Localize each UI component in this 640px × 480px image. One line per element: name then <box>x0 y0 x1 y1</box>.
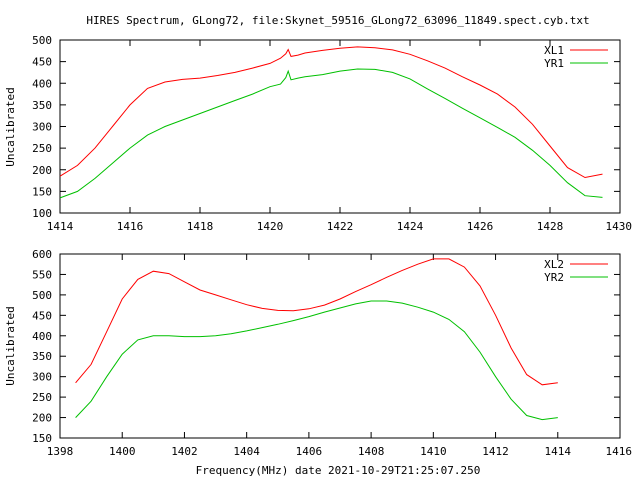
top-legend-label-xl1: XL1 <box>544 44 564 57</box>
top-x-tick-label: 1420 <box>257 220 284 233</box>
bottom-x-tick-label: 1404 <box>233 445 260 458</box>
bottom-y-tick-label: 250 <box>32 391 52 404</box>
top-y-tick-label: 150 <box>32 185 52 198</box>
bottom-x-tick-label: 1406 <box>296 445 323 458</box>
top-series-lines <box>59 46 603 199</box>
bottom-x-tick-label: 1400 <box>109 445 136 458</box>
top-x-tick-label: 1430 <box>606 220 633 233</box>
top-x-tick-label: 1418 <box>187 220 214 233</box>
bottom-y-tick-label: 600 <box>32 248 52 261</box>
x-axis-label: Frequency(MHz) date 2021-10-29T21:25:07.… <box>196 464 481 477</box>
bottom-x-ticks: 1398 1400 1402 1404 1406 1408 1410 1412 1414 1416 <box>47 254 632 458</box>
top-spectrum-panel: 100 150 200 250 300 350 400 450 500 1414 1416 1418… <box>4 34 632 233</box>
top-y-tick-label: 350 <box>32 99 52 112</box>
bottom-y-tick-label: 500 <box>32 289 52 302</box>
top-x-tick-label: 1428 <box>537 220 564 233</box>
bottom-y-tick-label: 300 <box>32 371 52 384</box>
bottom-plot-frame <box>59 253 621 439</box>
bottom-y-tick-label: 550 <box>32 268 52 281</box>
bottom-y-tick-label: 450 <box>32 309 52 322</box>
bottom-x-tick-label: 1402 <box>171 445 198 458</box>
top-y-tick-label: 500 <box>32 34 52 47</box>
bottom-y-axis-label: Uncalibrated <box>4 306 17 385</box>
bottom-series-yr2-line <box>75 300 558 421</box>
top-y-tick-label: 300 <box>32 121 52 134</box>
top-x-tick-label: 1422 <box>327 220 354 233</box>
top-y-tick-label: 100 <box>32 207 52 220</box>
bottom-legend-label-yr2: YR2 <box>544 271 564 284</box>
bottom-y-tick-label: 150 <box>32 432 52 445</box>
top-y-ticks: 100 150 200 250 300 350 400 450 500 <box>32 34 620 220</box>
top-y-tick-label: 450 <box>32 56 52 69</box>
top-y-axis-label: Uncalibrated <box>4 87 17 166</box>
chart-title: HIRES Spectrum, GLong72, file:Skynet_595… <box>86 14 589 27</box>
top-x-tick-label: 1424 <box>397 220 424 233</box>
bottom-x-tick-label: 1408 <box>358 445 385 458</box>
top-x-tick-label: 1426 <box>467 220 494 233</box>
bottom-y-ticks: 150 200 250 300 350 400 450 500 550 600 <box>32 248 620 445</box>
bottom-x-tick-label: 1412 <box>482 445 509 458</box>
top-legend-label-yr1: YR1 <box>544 57 564 70</box>
top-series-xl1-line <box>59 46 603 179</box>
bottom-x-tick-label: 1416 <box>606 445 633 458</box>
bottom-x-tick-label: 1414 <box>545 445 572 458</box>
bottom-y-tick-label: 350 <box>32 350 52 363</box>
bottom-x-tick-label: 1410 <box>420 445 447 458</box>
bottom-y-tick-label: 200 <box>32 412 52 425</box>
bottom-y-tick-label: 400 <box>32 330 52 343</box>
top-x-tick-label: 1414 <box>47 220 74 233</box>
bottom-legend-label-xl2: XL2 <box>544 258 564 271</box>
top-y-tick-label: 400 <box>32 77 52 90</box>
top-x-ticks: 1414 1416 1418 1420 1422 1424 1426 1428 1430 <box>47 40 632 233</box>
top-y-tick-label: 200 <box>32 164 52 177</box>
bottom-x-tick-label: 1398 <box>47 445 74 458</box>
top-x-tick-label: 1416 <box>117 220 144 233</box>
top-y-tick-label: 250 <box>32 142 52 155</box>
top-series-yr1-line <box>59 68 603 199</box>
bottom-series-xl2-line <box>75 258 558 386</box>
bottom-series-lines <box>75 258 558 421</box>
